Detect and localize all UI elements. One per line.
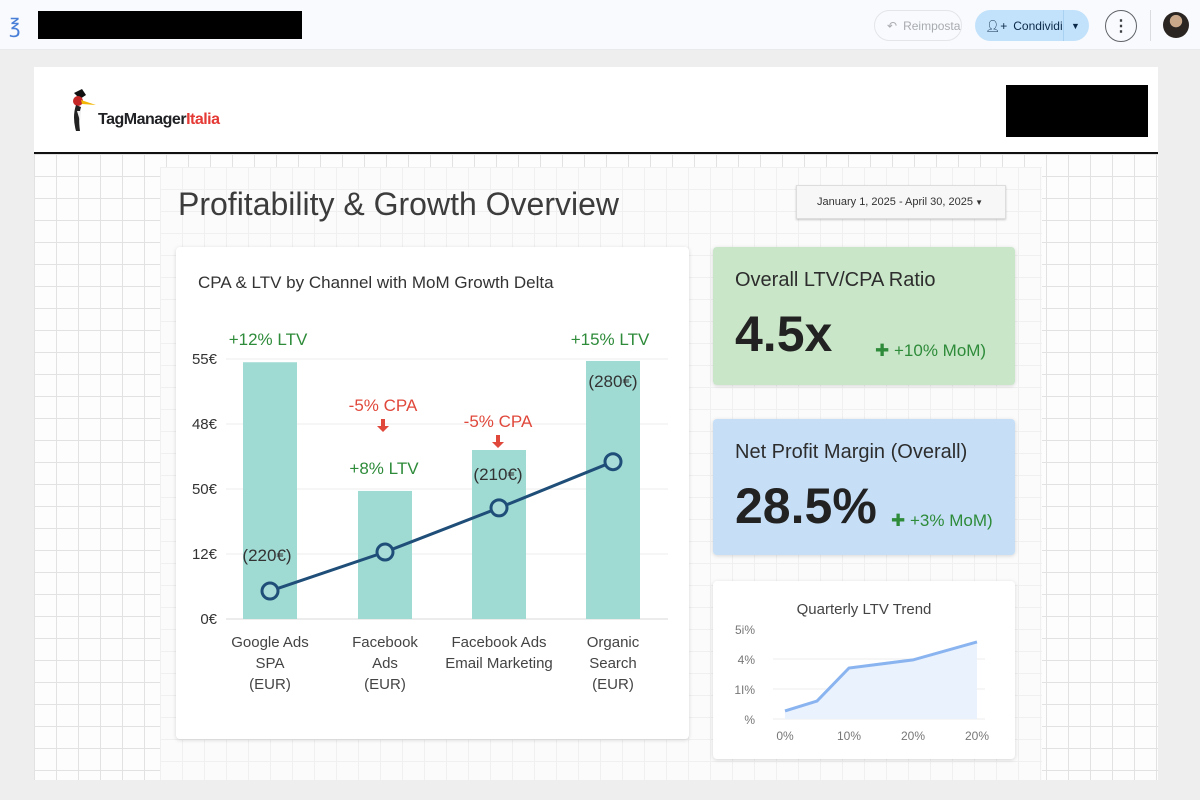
brand-logo: TagManagerItalia [64, 87, 220, 135]
annotation-label: (210€) [473, 465, 522, 484]
y-tick-label: 4% [738, 653, 756, 667]
kpi-net-profit-margin: Net Profit Margin (Overall) 28.5% ✚ +3% … [713, 419, 1015, 555]
kpi-delta: ✚ +10% MoM) [875, 341, 986, 361]
y-tick-label: 55€ [192, 351, 218, 368]
annotation-label: +8% LTV [349, 459, 419, 478]
kpi-delta: ✚ +3% MoM) [891, 511, 993, 531]
trend-line [784, 640, 978, 713]
quarterly-ltv-trend-card: Quarterly LTV Trend % 1I% 4% 5i% 0% 10% 20% 20% [713, 581, 1015, 759]
x-tick-label: 20% [965, 729, 989, 743]
share-button[interactable]: 👤︎+ Condividi ▼ [975, 10, 1089, 41]
more-vert-icon[interactable]: ⋮ [1105, 10, 1137, 42]
y-tick-label: 50€ [192, 481, 218, 498]
cpa-ltv-chart-card: CPA & LTV by Channel with MoM Growth Del… [176, 247, 689, 739]
x-tick-label: Facebook Ads [451, 634, 546, 651]
trend-area [785, 641, 977, 719]
line-point [489, 498, 509, 518]
undo-icon: ↶ [887, 18, 898, 33]
woodpecker-logo-icon [73, 89, 96, 131]
annotation-label: +12% LTV [229, 330, 308, 349]
page-title: Profitability & Growth Overview [178, 186, 620, 222]
x-tick-label: Search [589, 655, 637, 672]
brand-name-part2: Italia [186, 111, 220, 128]
quarterly-ltv-trend-chart: Quarterly LTV Trend % 1I% 4% 5i% 0% 10% 20% 20% [734, 601, 989, 743]
x-tick-label: Google Ads [231, 634, 309, 651]
user-avatar[interactable] [1163, 12, 1189, 38]
x-tick-label: Email Marketing [445, 655, 553, 672]
bar [243, 362, 297, 619]
bar [586, 360, 640, 619]
brand-name: TagManagerItalia [98, 111, 220, 129]
annotation-label: -5% CPA [464, 412, 533, 431]
kpi-label: Overall LTV/CPA Ratio [735, 269, 936, 291]
x-tick-label: Ads [372, 655, 398, 672]
looker-studio-logo-icon[interactable]: ℥ [9, 16, 21, 38]
redacted-report-name [38, 11, 302, 39]
plus-icon: ✚ [891, 511, 906, 530]
down-arrow-icon [492, 435, 504, 448]
trend-chart-title: Quarterly LTV Trend [797, 601, 932, 618]
x-tick-label: (EUR) [249, 676, 291, 693]
date-range-value: January 1, 2025 - April 30, 2025 [817, 196, 973, 208]
annotation-label: -5% CPA [349, 396, 418, 415]
reset-label: Reimposta [903, 18, 961, 33]
y-tick-label: 48€ [192, 416, 218, 433]
share-label: Condividi [1013, 18, 1063, 33]
y-tick-label: 1I% [734, 683, 755, 697]
y-tick-label: % [744, 713, 755, 727]
y-tick-label: 12€ [192, 546, 218, 563]
x-tick-label: SPA [256, 655, 285, 672]
down-arrow-icon [377, 419, 389, 432]
x-tick-label: 20% [901, 729, 925, 743]
kpi-delta-text: +10% MoM) [893, 341, 987, 360]
x-tick-label: (EUR) [364, 676, 406, 693]
reset-button[interactable]: ↶ Reimposta [874, 10, 962, 41]
x-tick-label: Facebook [352, 634, 418, 651]
toolbar-divider [1150, 10, 1151, 41]
line-point [603, 452, 623, 472]
x-tick-label: (EUR) [592, 676, 634, 693]
line-point [260, 581, 280, 601]
date-range-picker[interactable]: January 1, 2025 - April 30, 2025 ▼ [796, 185, 1006, 219]
bar [472, 450, 526, 619]
chart-title: CPA & LTV by Channel with MoM Growth Del… [198, 273, 554, 292]
y-tick-label: 5i% [735, 623, 755, 637]
top-toolbar: ℥ ↶ Reimposta 👤︎+ Condividi ▼ ⋮ [0, 0, 1200, 50]
x-tick-label: Organic [587, 634, 640, 651]
share-dropdown-caret-icon[interactable]: ▼ [1071, 20, 1080, 31]
series-line [269, 460, 614, 593]
add-person-icon: 👤︎+ [985, 18, 1008, 33]
header-divider [34, 152, 1158, 154]
x-tick-label: 10% [837, 729, 861, 743]
kpi-delta-text: +3% MoM) [909, 511, 993, 530]
y-tick-label: 0€ [200, 611, 217, 628]
dropdown-caret-icon: ▼ [975, 197, 983, 207]
kpi-ltv-cpa-ratio: Overall LTV/CPA Ratio 4.5x ✚ +10% MoM) [713, 247, 1015, 385]
plus-icon: ✚ [875, 341, 890, 360]
cpa-ltv-chart: CPA & LTV by Channel with MoM Growth Del… [192, 273, 668, 693]
brand-name-part1: TagManager [98, 111, 187, 128]
annotation-label: (220€) [242, 546, 291, 565]
annotation-label: (280€) [588, 372, 637, 391]
redacted-logo [1006, 85, 1148, 137]
share-divider [1063, 10, 1064, 41]
annotation-label: +15% LTV [571, 330, 650, 349]
line-point [375, 542, 395, 562]
kpi-value: 4.5x [735, 306, 833, 362]
kpi-label: Net Profit Margin (Overall) [735, 441, 968, 463]
kpi-value: 28.5% [735, 478, 877, 534]
x-tick-label: 0% [776, 729, 794, 743]
